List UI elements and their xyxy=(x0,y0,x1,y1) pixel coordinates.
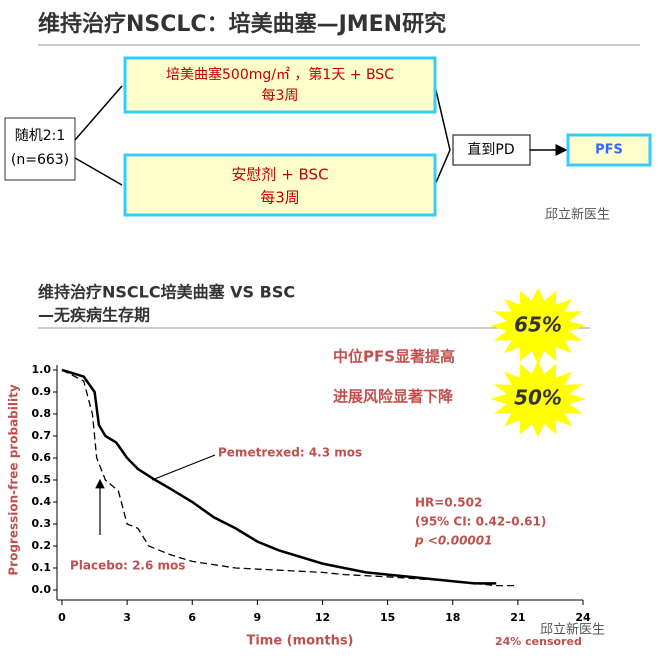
box-text: 每3周 xyxy=(260,189,300,207)
arm2-box xyxy=(123,153,437,217)
y-tick-label: 0.0 xyxy=(32,583,52,596)
y-tick-label: 0.4 xyxy=(32,495,52,508)
annotation: HR=0.502 xyxy=(415,496,482,510)
x-tick-label: 15 xyxy=(380,611,395,624)
x-tick-label: 6 xyxy=(188,611,196,624)
x-tick-label: 9 xyxy=(254,611,262,624)
x-tick-label: 12 xyxy=(315,611,330,624)
y-label: Progression-free probability xyxy=(7,384,21,575)
section-title: —无疾病生存期 xyxy=(38,306,150,325)
section-title: 维持治疗NSCLC培美曲塞 VS BSC xyxy=(38,283,295,302)
star-text: 65% xyxy=(514,313,562,337)
arm1-box xyxy=(123,56,437,114)
x-tick-label: 24 xyxy=(575,611,591,624)
starburst xyxy=(490,287,586,365)
title: 维持治疗NSCLC：培美曲塞—JMEN研究 xyxy=(38,11,446,37)
box-text: (n=663) xyxy=(11,152,69,168)
x-label: Time (months) xyxy=(246,634,353,649)
km-curve xyxy=(61,369,518,587)
annotation: Placebo: 2.6 mos xyxy=(70,559,185,573)
annotation: 24% censored xyxy=(495,635,582,648)
annotation: (95% CI: 0.42–0.61) xyxy=(415,515,546,529)
y-tick-label: 0.9 xyxy=(32,385,52,398)
randomize-box xyxy=(4,117,76,181)
y-tick-label: 0.7 xyxy=(32,429,52,442)
arrows xyxy=(74,85,566,186)
box-text: 安慰剂 + BSC xyxy=(231,166,328,184)
x-tick-label: 0 xyxy=(58,611,66,624)
km-curve xyxy=(61,368,497,585)
x-tick-label: 3 xyxy=(123,611,131,624)
box-text: 随机2:1 xyxy=(15,128,66,144)
y-tick-label: 0.5 xyxy=(32,473,52,486)
annotation-arrows xyxy=(100,454,216,535)
y-tick-label: 1.0 xyxy=(32,363,52,376)
x-tick-label: 18 xyxy=(445,611,460,624)
watermark: 邱立新医生 xyxy=(540,622,605,638)
highlight: 中位PFS显著提高 xyxy=(333,348,455,366)
box-text: 直到PD xyxy=(467,141,514,158)
y-tick-label: 0.2 xyxy=(32,539,52,552)
highlight: 进展风险显著下降 xyxy=(333,388,454,406)
y-tick-label: 0.3 xyxy=(32,517,52,530)
starburst xyxy=(490,360,586,438)
box-text: PFS xyxy=(595,143,623,158)
until-box xyxy=(452,134,531,166)
annotation: p <0.00001 xyxy=(414,534,492,548)
box-text: 培美曲塞500mg/㎡ ，第1天 + BSC xyxy=(166,66,394,83)
pfs-box xyxy=(566,133,652,167)
annotation: Pemetrexed: 4.3 mos xyxy=(218,446,362,460)
watermark: 邱立新医生 xyxy=(545,207,610,223)
x-tick-label: 21 xyxy=(510,611,525,624)
star-text: 50% xyxy=(514,386,562,410)
box-text: 每3周 xyxy=(262,88,299,104)
y-tick-label: 0.8 xyxy=(32,407,52,420)
y-tick-label: 0.6 xyxy=(32,451,52,464)
y-tick-label: 0.1 xyxy=(32,561,52,574)
